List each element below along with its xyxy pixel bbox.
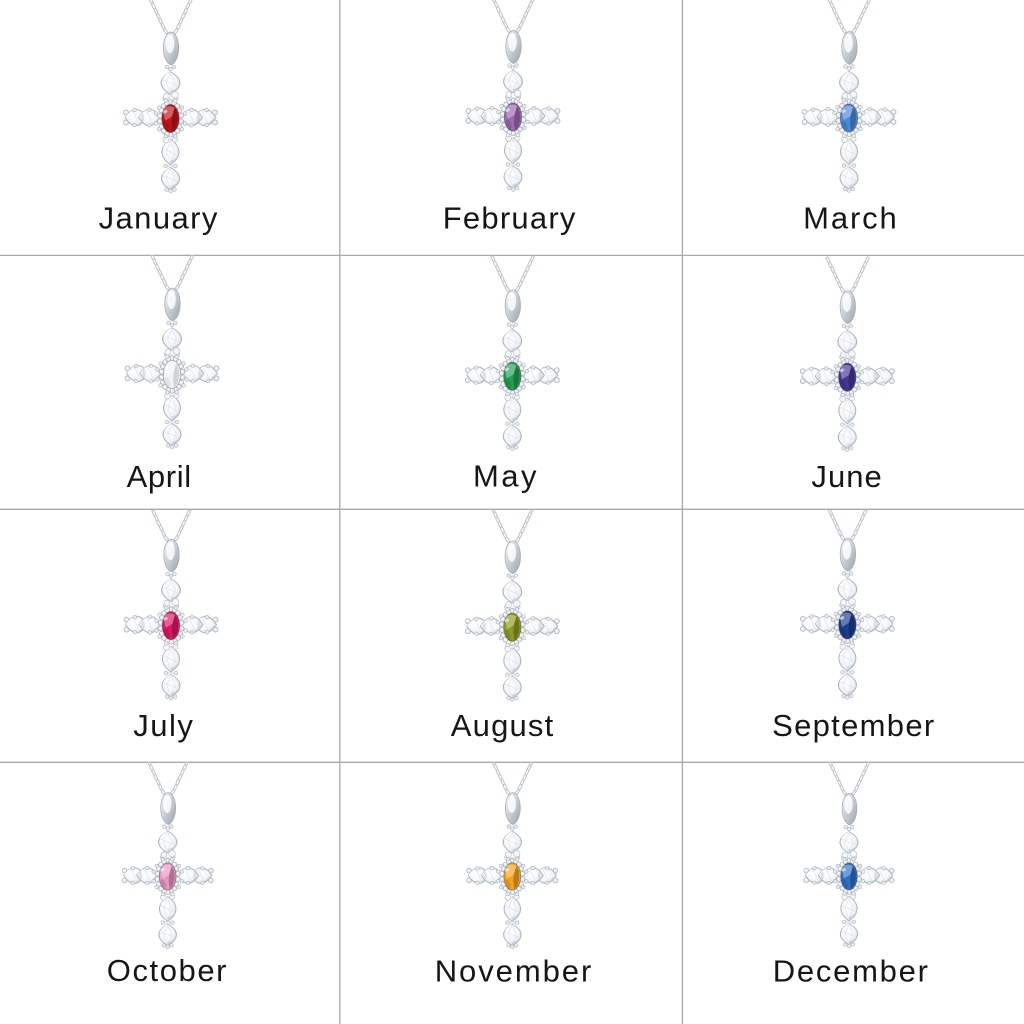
svg-text:October: October [107,953,228,988]
svg-text:September: September [772,708,935,743]
svg-text:January: January [99,200,219,235]
svg-text:December: December [773,953,930,988]
svg-text:February: February [443,201,577,236]
svg-text:March: March [803,201,899,236]
svg-text:August: August [451,708,555,743]
svg-text:May: May [473,459,539,494]
svg-text:June: June [811,459,882,494]
svg-text:July: July [133,708,194,743]
svg-text:April: April [127,459,192,494]
svg-text:November: November [435,953,594,988]
